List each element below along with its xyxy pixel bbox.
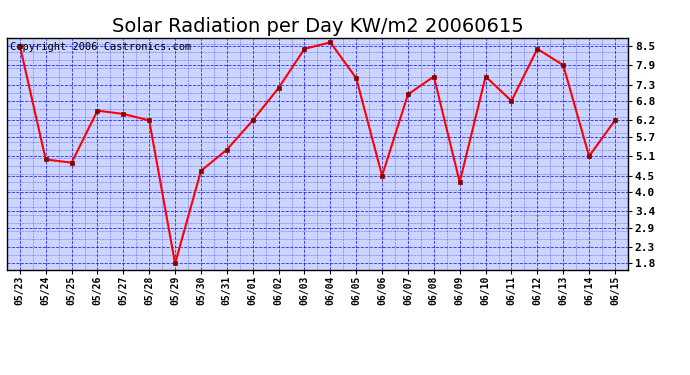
Text: Copyright 2006 Castronics.com: Copyright 2006 Castronics.com (10, 42, 191, 52)
Title: Solar Radiation per Day KW/m2 20060615: Solar Radiation per Day KW/m2 20060615 (112, 17, 523, 36)
